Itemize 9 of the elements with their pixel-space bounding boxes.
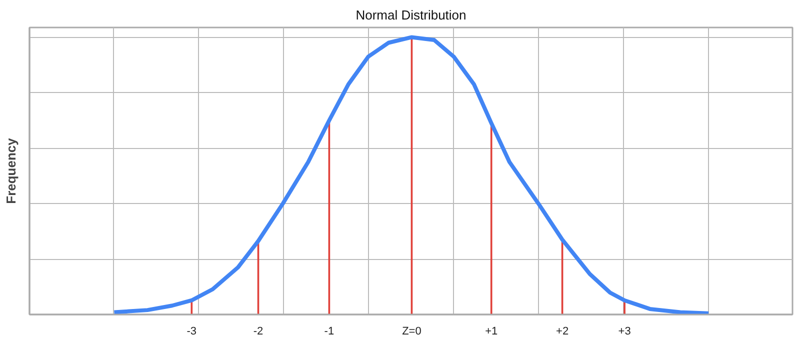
x-tick-label: +2 [556,326,569,338]
x-tick-label: -2 [253,326,264,338]
x-tick-label: +3 [618,326,631,338]
x-tick-label: Z=0 [402,326,422,338]
x-tick-label: -3 [186,326,197,338]
x-tick-label: +1 [485,326,498,338]
chart-title: Normal Distribution [356,8,466,22]
y-axis-title: Frequency [4,137,18,204]
x-tick-label: -1 [324,326,334,338]
